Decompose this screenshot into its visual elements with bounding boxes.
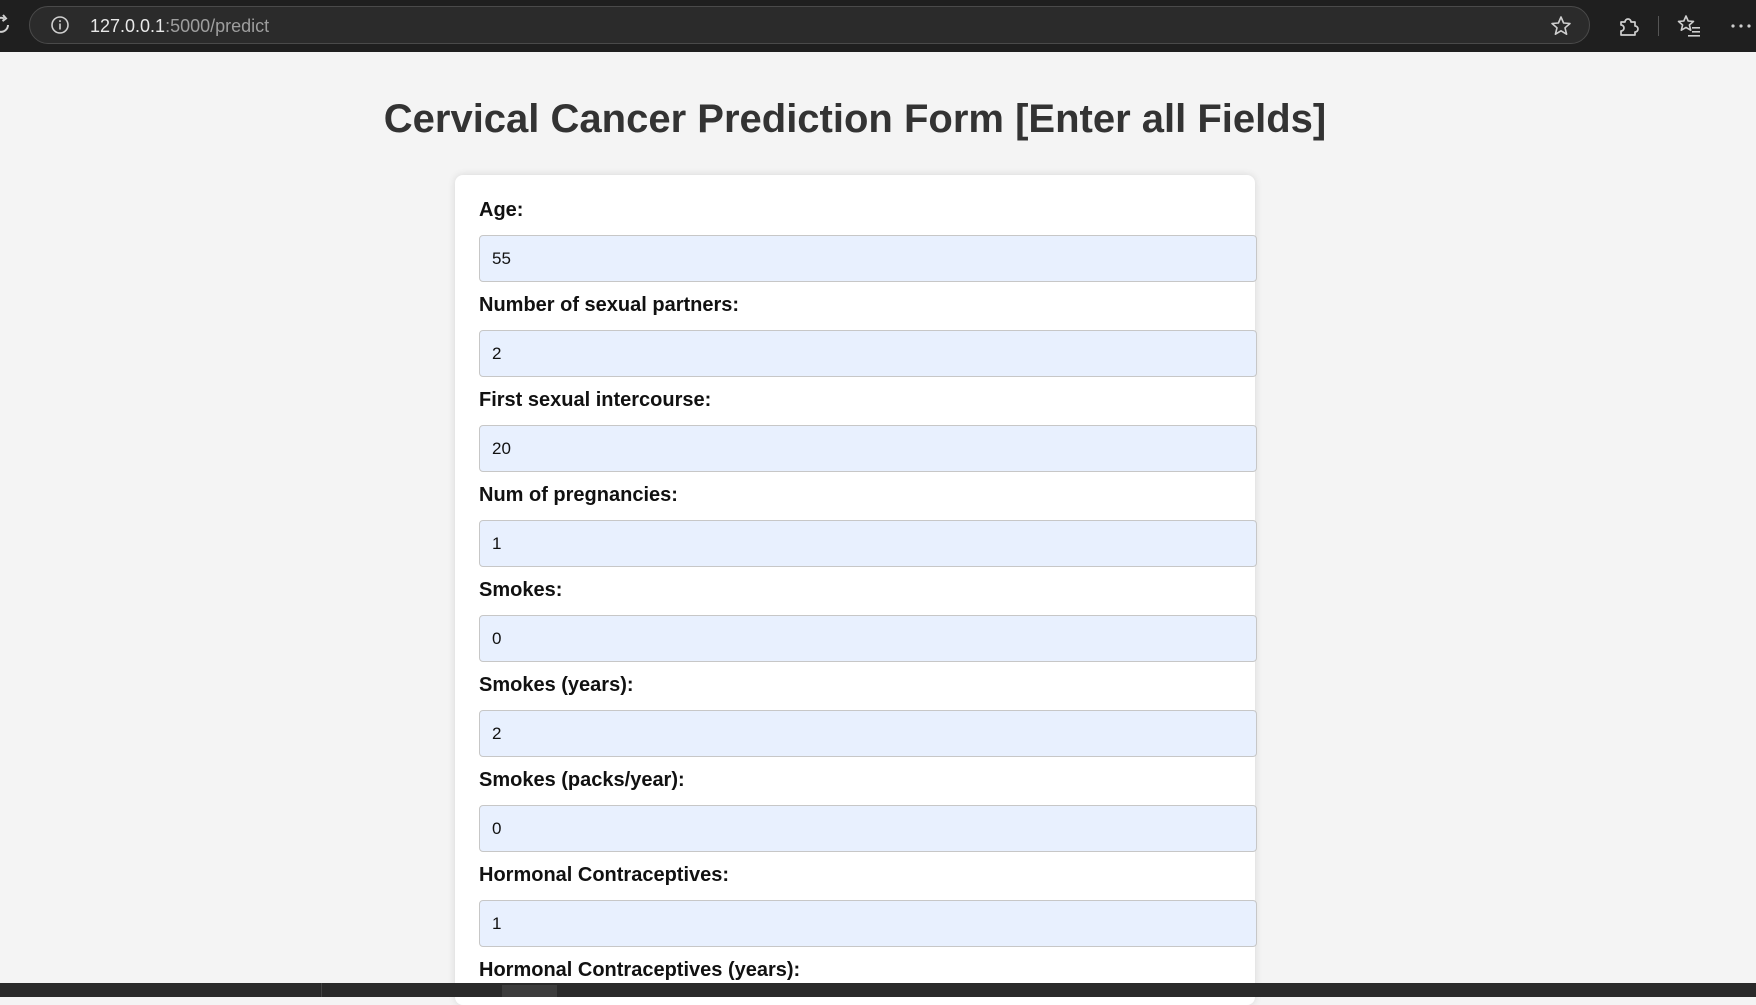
sexual-partners-label: Number of sexual partners:: [479, 294, 740, 316]
taskbar-item[interactable]: [0, 983, 322, 997]
hormonal-contraceptives-years-label: Hormonal Contraceptives (years):: [479, 959, 801, 981]
toolbar-separator: [1658, 16, 1659, 36]
age-input[interactable]: [479, 235, 1257, 282]
prediction-form: Age: Number of sexual partners: First se…: [455, 175, 1257, 1005]
info-icon[interactable]: [50, 15, 70, 35]
smokes-packs-label: Smokes (packs/year):: [479, 769, 685, 791]
smokes-packs-input[interactable]: [479, 805, 1257, 852]
hormonal-contraceptives-label: Hormonal Contraceptives:: [479, 864, 730, 886]
smokes-years-input[interactable]: [479, 710, 1257, 757]
browser-toolbar: 127.0.0.1:5000/predict: [0, 0, 1756, 52]
first-intercourse-input[interactable]: [479, 425, 1257, 472]
first-intercourse-label: First sexual intercourse:: [479, 389, 712, 411]
smokes-input[interactable]: [479, 615, 1257, 662]
taskbar-item[interactable]: [502, 985, 557, 997]
url-host: 127.0.0.1: [90, 16, 166, 36]
pregnancies-label: Num of pregnancies:: [479, 484, 678, 506]
more-icon[interactable]: [1728, 13, 1754, 39]
reload-icon[interactable]: [0, 14, 12, 36]
hormonal-contraceptives-input[interactable]: [479, 900, 1257, 947]
taskbar: [0, 983, 1756, 997]
smokes-label: Smokes:: [479, 579, 563, 601]
star-icon[interactable]: [1549, 14, 1573, 38]
url-text[interactable]: 127.0.0.1:5000/predict: [90, 16, 269, 37]
address-bar[interactable]: 127.0.0.1:5000/predict: [29, 6, 1590, 44]
age-label: Age:: [479, 199, 524, 221]
favorites-icon[interactable]: [1676, 13, 1702, 39]
sexual-partners-input[interactable]: [479, 330, 1257, 377]
extensions-icon[interactable]: [1615, 13, 1641, 39]
smokes-years-label: Smokes (years):: [479, 674, 634, 696]
pregnancies-input[interactable]: [479, 520, 1257, 567]
url-path: :5000/predict: [165, 16, 270, 36]
page-title: Cervical Cancer Prediction Form [Enter a…: [383, 97, 1327, 141]
